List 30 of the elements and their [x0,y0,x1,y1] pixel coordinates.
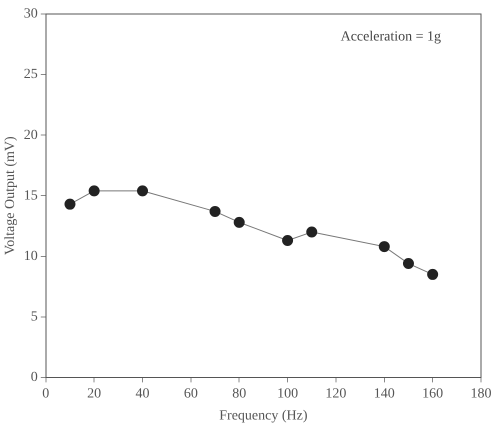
y-tick-label: 30 [24,6,38,22]
point [378,241,390,252]
x-tick-label: 0 [42,386,50,402]
x-tick-label: 140 [374,386,395,402]
point [88,185,100,196]
y-tick-label: 5 [30,310,38,325]
x-tick-label: 60 [184,386,198,402]
x-tick-label: 80 [232,386,246,402]
x-tick-label: 100 [277,386,298,402]
y-tick-label: 25 [24,67,38,82]
annotation: Acceleration = 1g [340,30,441,45]
point [210,206,221,217]
x-tick-label: 160 [422,386,444,402]
point [282,235,294,246]
x-tick-label: 40 [136,386,150,402]
point [137,185,148,196]
y-tick-label: 10 [24,248,38,264]
x-tick-label: 20 [87,386,102,402]
y-tick-label: 0 [30,370,38,386]
point [402,258,414,270]
x-tick-label: 180 [470,386,492,402]
point [64,198,76,210]
point [234,216,245,228]
point [427,268,438,280]
y-tick-label: 15 [24,188,38,204]
x-tick-label: 120 [325,386,346,402]
y-axis-title: Voltage Output (mV) [3,136,18,256]
point [306,226,318,238]
x-axis-title: Frequency (Hz) [219,408,308,424]
y-tick-label: 20 [24,128,38,143]
